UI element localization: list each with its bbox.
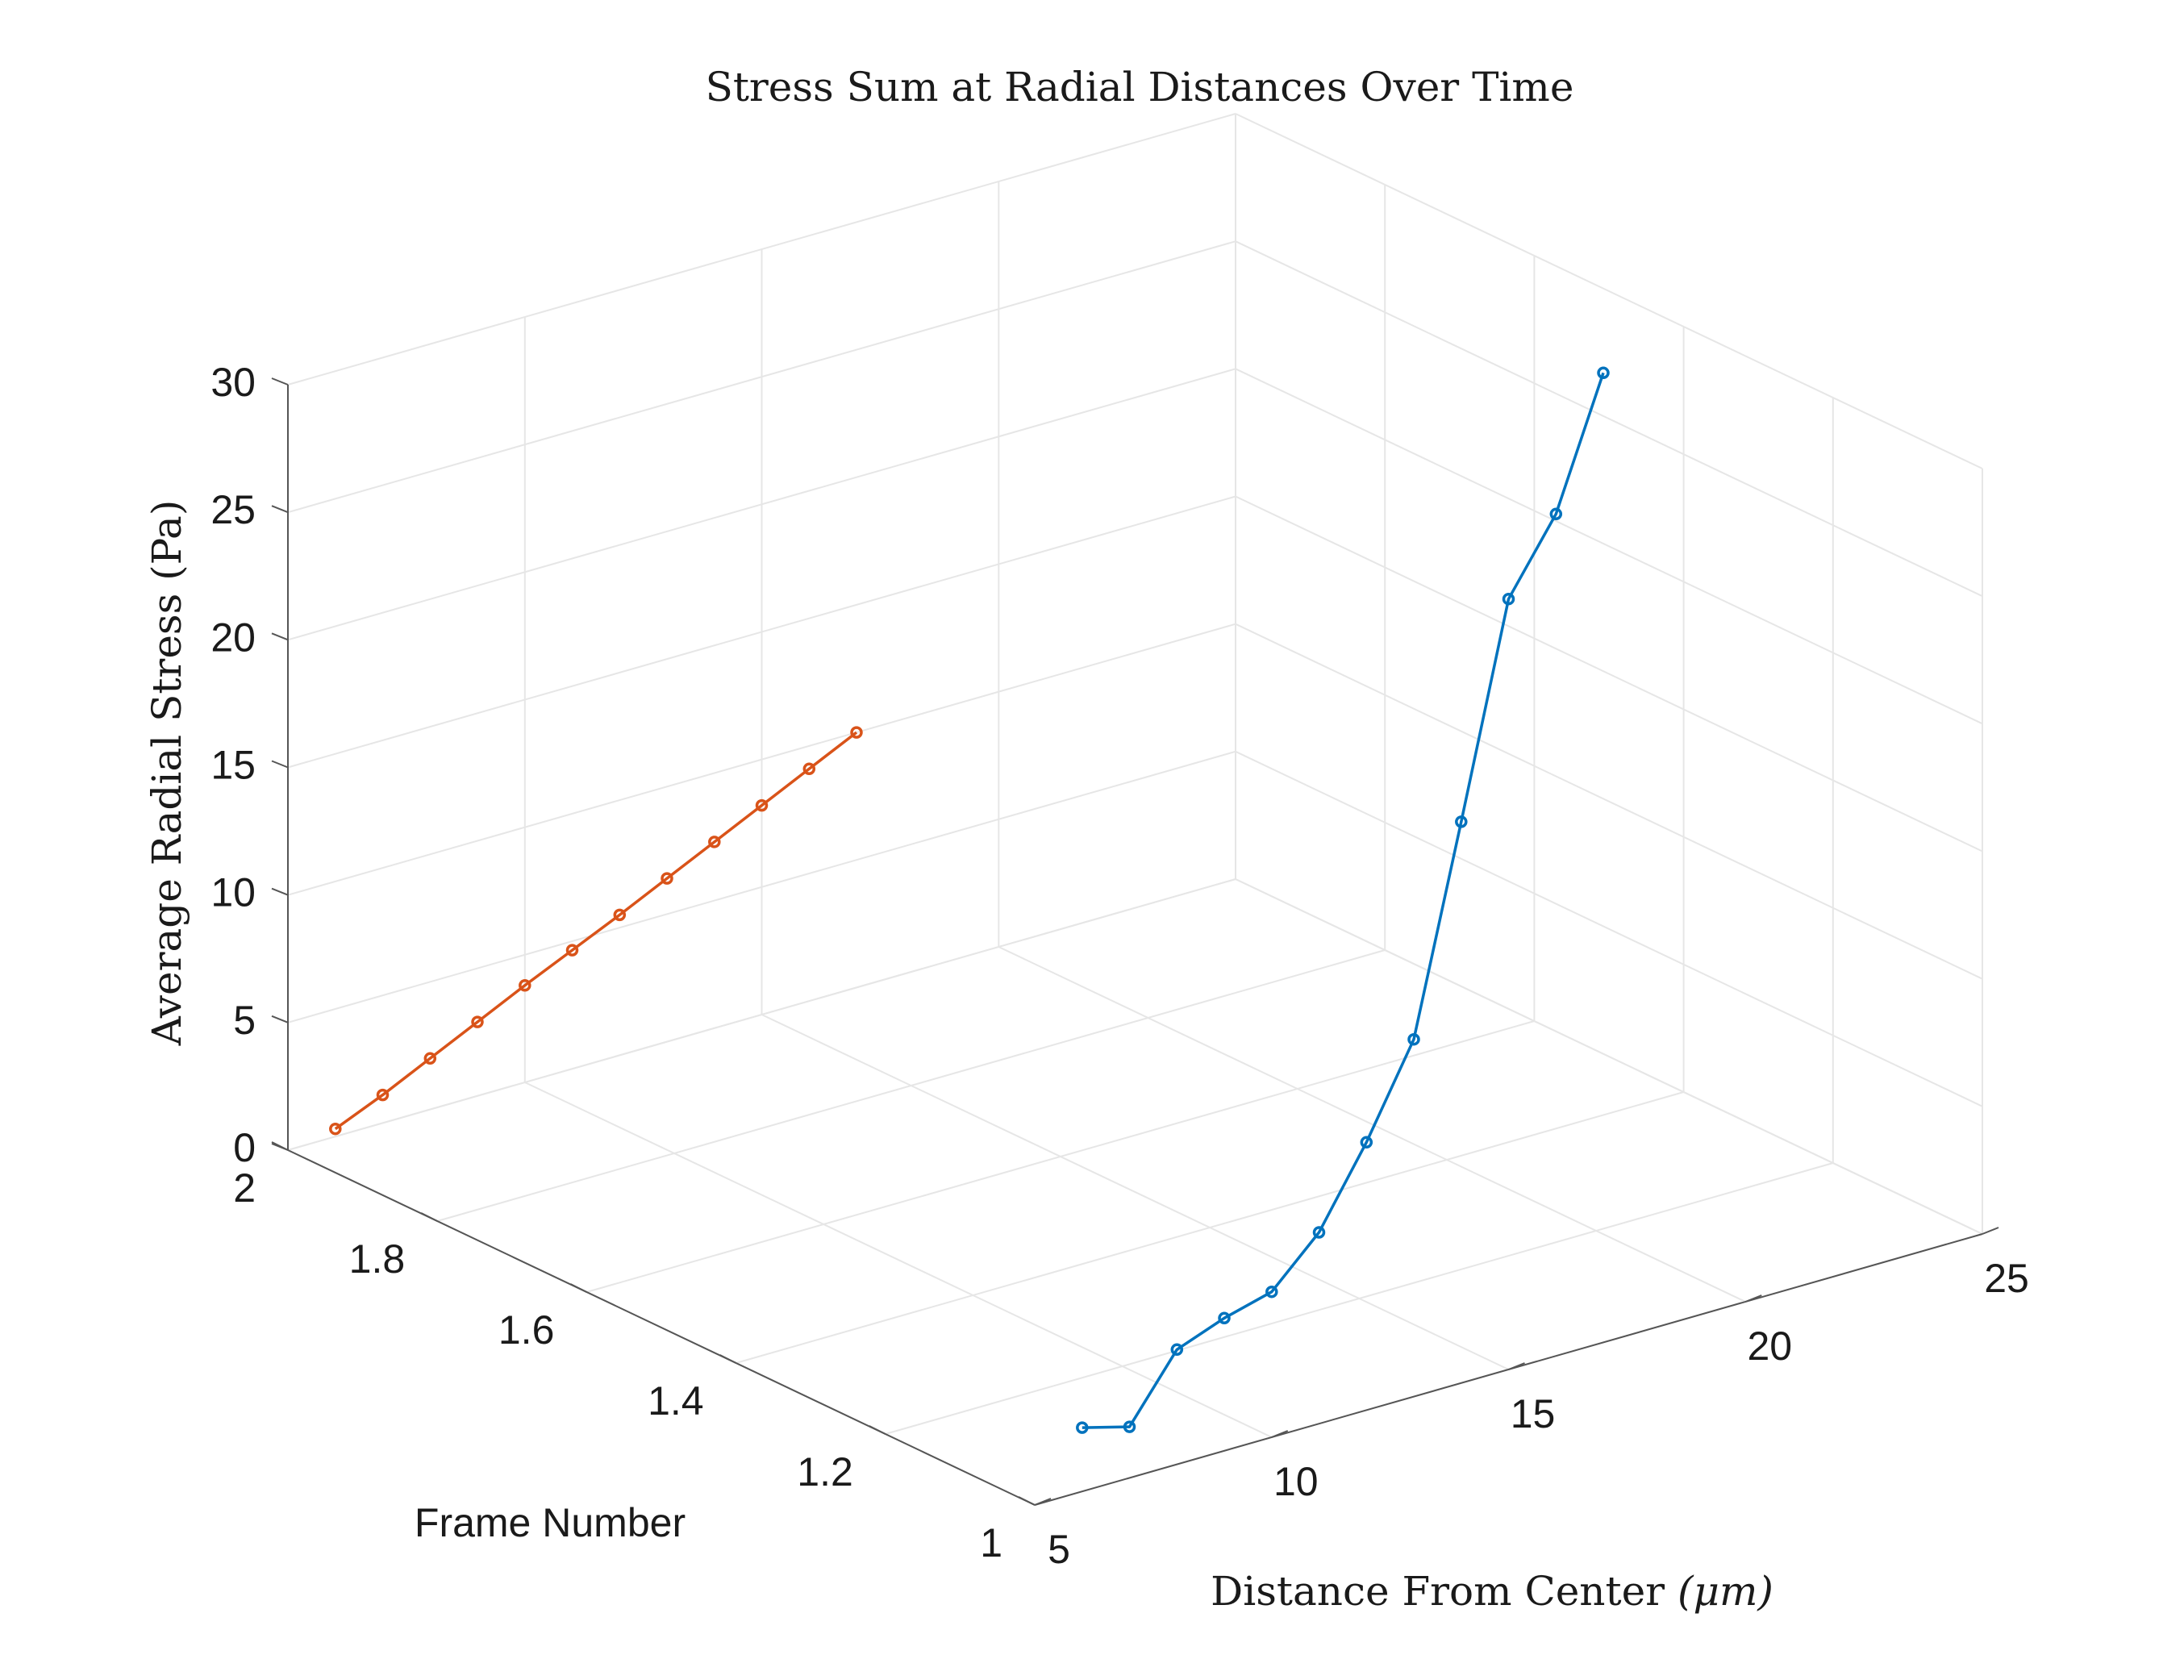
x-tick-mark — [1982, 1227, 1999, 1235]
grid-line-floor-y — [736, 1091, 1684, 1364]
series-point-2 — [329, 1122, 342, 1136]
y-axis-line — [287, 1149, 1036, 1506]
series-point-1 — [1312, 1226, 1326, 1239]
x-tick-label: 20 — [1747, 1324, 1792, 1369]
series-point-1 — [1170, 1343, 1184, 1357]
series-line-1 — [1082, 372, 1605, 1429]
grid-line-sidewall-z — [1235, 495, 1983, 853]
z-tick-mark — [271, 760, 289, 769]
series-point-1 — [1076, 1421, 1089, 1434]
series-point-2 — [471, 1015, 484, 1028]
z-tick-mark — [271, 1015, 289, 1023]
grid-line-floor-x — [1235, 878, 1983, 1235]
series-point-1 — [1407, 1032, 1420, 1046]
x-tick-mark — [1508, 1362, 1525, 1370]
grid-line-backwall-z — [287, 240, 1236, 514]
series-point-2 — [708, 836, 721, 848]
grid-line-sidewall-z — [1235, 623, 1983, 980]
series-point-1 — [1597, 366, 1610, 380]
y-tick-mark — [1018, 1496, 1036, 1506]
y-tick-label: 1.4 — [648, 1378, 704, 1424]
y-axis-label: Frame Number — [415, 1500, 686, 1545]
series-point-2 — [802, 762, 816, 776]
y-tick-label: 1.2 — [797, 1449, 853, 1494]
series-point-2 — [565, 944, 579, 957]
x-tick-mark — [1034, 1498, 1052, 1506]
series-point-1 — [1218, 1311, 1231, 1325]
z-tick-mark — [271, 887, 289, 896]
z-tick-mark — [271, 377, 289, 386]
grid-line-floor-y — [436, 949, 1386, 1222]
chart-title: Stress Sum at Radial Distances Over Time — [706, 64, 1574, 110]
y-tick-label: 1.6 — [498, 1307, 555, 1353]
series-point-2 — [613, 908, 627, 922]
z-tick-label: 5 — [233, 998, 256, 1043]
tick-label-layer: 5 10 15 20 25 1 1.2 1.4 1.6 1.8 20 5 10 15 20 25 30 — [210, 360, 2028, 1572]
series-point-2 — [661, 872, 673, 885]
y-tick-mark — [569, 1283, 587, 1293]
grid-line-floor-x — [761, 1014, 1509, 1370]
series-point-1 — [1360, 1136, 1373, 1149]
grid-line-backwall-z — [287, 750, 1236, 1023]
z-tick-label: 10 — [210, 870, 256, 915]
y-tick-label: 1 — [980, 1520, 1002, 1565]
z-tick-mark — [271, 1143, 289, 1151]
series-line-2 — [334, 731, 858, 1131]
y-tick-mark — [869, 1425, 886, 1435]
series-layer — [329, 366, 1610, 1434]
grid-line-floor-y — [287, 878, 1236, 1151]
x-axis-label-main: Distance From Center — [1211, 1568, 1678, 1615]
series-point-1 — [1265, 1285, 1278, 1299]
z-tick-label: 15 — [210, 743, 256, 788]
grid-line-backwall-z — [287, 495, 1236, 769]
z-tick-mark — [271, 632, 289, 641]
x-tick-mark — [1271, 1430, 1289, 1438]
series-point-1 — [1123, 1420, 1136, 1433]
series-point-2 — [376, 1088, 390, 1102]
x-tick-label: 25 — [1984, 1256, 2029, 1301]
grid-line-backwall-z — [287, 368, 1236, 641]
y-tick-label: 2 — [233, 1165, 256, 1211]
grid-line-sidewall-z — [1235, 240, 1983, 598]
axes-layer — [271, 377, 1999, 1506]
grid-line-backwall-z — [287, 623, 1236, 896]
grid-line-floor-y — [885, 1162, 1834, 1435]
z-tick-label: 20 — [210, 615, 256, 660]
z-tick-mark — [271, 505, 289, 514]
z-axis-label: Average Radial Stress (Pa) — [144, 500, 190, 1047]
grid-line-floor-x — [524, 1082, 1273, 1438]
x-tick-label: 15 — [1511, 1391, 1556, 1436]
grid-layer — [287, 113, 1983, 1506]
grid-line-sidewall-z — [1235, 368, 1983, 725]
y-tick-mark — [420, 1212, 438, 1222]
series-point-2 — [423, 1052, 437, 1065]
z-tick-label: 25 — [210, 487, 256, 532]
series-point-2 — [755, 798, 769, 812]
grid-line-backwall-z — [287, 113, 1236, 386]
x-tick-label: 10 — [1273, 1459, 1319, 1504]
series-point-1 — [1502, 592, 1515, 606]
grid-line-floor-x — [998, 946, 1746, 1303]
series-point-2 — [850, 726, 863, 739]
y-tick-label: 1.8 — [349, 1236, 406, 1282]
series-point-1 — [1455, 815, 1468, 828]
z-tick-label: 0 — [233, 1125, 256, 1170]
grid-line-sidewall-z — [1235, 750, 1983, 1107]
y-tick-mark — [719, 1354, 737, 1364]
x-tick-label: 5 — [1048, 1527, 1070, 1572]
x-axis-label-unit: (μm) — [1678, 1568, 1773, 1615]
grid-line-floor-y — [586, 1020, 1535, 1293]
x-axis-label: Distance From Center (μm) — [1211, 1568, 1773, 1615]
z-tick-label: 30 — [210, 360, 256, 405]
series-point-1 — [1549, 507, 1563, 521]
series-point-2 — [519, 979, 531, 992]
grid-line-sidewall-z — [1235, 113, 1983, 469]
x-tick-mark — [1744, 1294, 1762, 1303]
